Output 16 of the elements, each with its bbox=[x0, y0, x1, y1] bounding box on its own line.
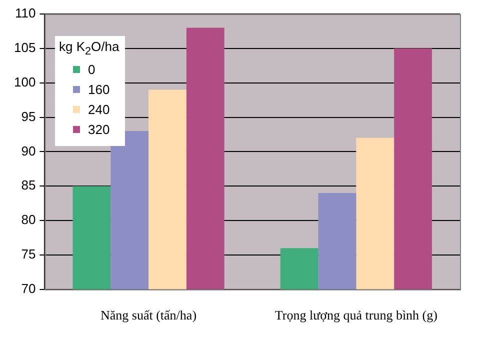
legend-title: kg K$_{2}$O/ha bbox=[59, 39, 120, 58]
y-tick-label: 80 bbox=[21, 212, 36, 228]
y-tick-label: 75 bbox=[21, 246, 36, 262]
legend-label: 320 bbox=[88, 122, 110, 138]
x-tick-label: Trọng lượng quả trung bình (g) bbox=[274, 308, 438, 323]
y-tick-label: 70 bbox=[21, 280, 36, 296]
legend-label: 240 bbox=[88, 102, 110, 118]
y-tick-label: 95 bbox=[21, 108, 36, 124]
y-tick-label: 100 bbox=[14, 74, 36, 90]
x-tick-label: Năng suất (tấn/ha) bbox=[100, 308, 197, 323]
legend-label: 160 bbox=[88, 82, 110, 98]
y-tick-label: 105 bbox=[14, 40, 36, 56]
y-tick-label: 85 bbox=[21, 178, 36, 193]
y-tick-label: 90 bbox=[21, 143, 36, 158]
y-tick-label: 110 bbox=[14, 6, 36, 21]
legend-label: 0 bbox=[88, 62, 96, 78]
